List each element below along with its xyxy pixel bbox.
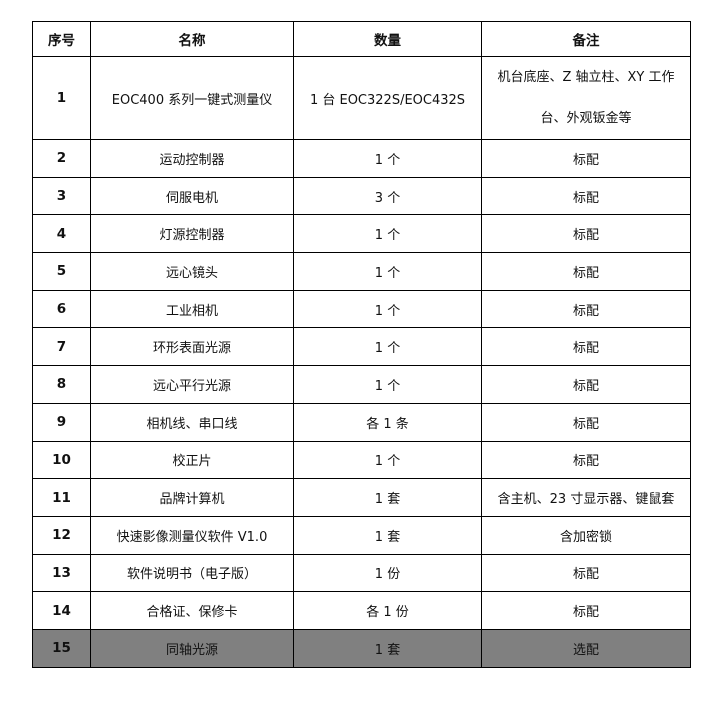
- cell-qty: 1 套: [293, 515, 482, 555]
- cell-name: 同轴光源: [90, 628, 294, 668]
- cell-qty: 各 1 份: [293, 591, 482, 630]
- header-qty: 数量: [293, 21, 482, 57]
- cell-no: 8: [32, 365, 91, 404]
- table-row: 6 工业相机 1 个标配: [32, 289, 691, 329]
- cell-qty: 1 个: [293, 365, 482, 404]
- cell-note: 机台底座、Z 轴立柱、XY 工作台、外观钣金等: [481, 56, 691, 140]
- cell-name: 远心平行光源: [90, 365, 294, 404]
- cell-qty: 1 台 EOC322S/EOC432S: [293, 56, 482, 140]
- cell-note: 含主机、23 寸显示器、键鼠套: [481, 478, 691, 517]
- cell-no: 7: [32, 327, 91, 367]
- cell-note: 标配: [481, 139, 691, 178]
- cell-qty: 1 套: [293, 478, 482, 517]
- cell-no: 13: [32, 553, 91, 593]
- cell-note: 标配: [481, 289, 691, 329]
- cell-no: 15: [32, 628, 91, 668]
- cell-note: 选配: [481, 628, 691, 668]
- cell-name: 校正片: [90, 440, 294, 480]
- table-row: 1 EOC400 系列一键式测量仪 1 台 EOC322S/EOC432S 机台底座、…: [32, 56, 691, 140]
- cell-no: 11: [32, 478, 91, 517]
- cell-name: EOC400 系列一键式测量仪: [90, 56, 294, 140]
- table-row: 3 伺服电机 3 个标配: [32, 176, 691, 216]
- cell-no: 3: [32, 176, 91, 216]
- cell-no: 10: [32, 440, 91, 480]
- cell-qty: 1 个: [293, 440, 482, 480]
- table-row: 5 远心镜头 1 个标配: [32, 252, 691, 291]
- cell-note: 标配: [481, 365, 691, 404]
- table-row: 10 校正片 1 个标配: [32, 440, 691, 480]
- cell-note: 标配: [481, 553, 691, 593]
- table-row: 7 环形表面光源 1 个标配: [32, 327, 691, 367]
- table-row: 14 合格证、保修卡各 1 份标配: [32, 591, 691, 630]
- cell-qty: 各 1 条: [293, 402, 482, 442]
- cell-no: 5: [32, 252, 91, 291]
- cell-note: 标配: [481, 252, 691, 291]
- cell-note: 含加密锁: [481, 515, 691, 555]
- cell-note: 标配: [481, 591, 691, 630]
- cell-no: 6: [32, 289, 91, 329]
- cell-qty: 1 个: [293, 214, 482, 254]
- cell-qty: 1 份: [293, 553, 482, 593]
- cell-note: 标配: [481, 440, 691, 480]
- cell-name: 品牌计算机: [90, 478, 294, 517]
- cell-name: 工业相机: [90, 289, 294, 329]
- cell-name: 快速影像测量仪软件 V1.0: [90, 515, 294, 555]
- table-row: 15 同轴光源 1 套选配: [32, 628, 691, 668]
- header-no: 序号: [32, 21, 91, 57]
- cell-qty: 1 套: [293, 628, 482, 668]
- cell-no: 1: [32, 56, 91, 140]
- cell-qty: 3 个: [293, 176, 482, 216]
- cell-name: 软件说明书（电子版）: [90, 553, 294, 593]
- table-row: 11 品牌计算机 1 套含主机、23 寸显示器、键鼠套: [32, 478, 691, 517]
- cell-name: 相机线、串口线: [90, 402, 294, 442]
- header-row: 序号 名称 数量 备注: [32, 21, 691, 57]
- table-row: 9 相机线、串口线各 1 条标配: [32, 402, 691, 442]
- table-row: 2 运动控制器 1 个标配: [32, 139, 691, 178]
- table-row: 8 远心平行光源 1 个标配: [32, 365, 691, 404]
- cell-note: 标配: [481, 402, 691, 442]
- cell-no: 12: [32, 515, 91, 555]
- cell-name: 环形表面光源: [90, 327, 294, 367]
- cell-name: 伺服电机: [90, 176, 294, 216]
- header-name: 名称: [90, 21, 294, 57]
- cell-note: 标配: [481, 214, 691, 254]
- cell-name: 运动控制器: [90, 139, 294, 178]
- table-row: 4 灯源控制器 1 个标配: [32, 214, 691, 254]
- cell-qty: 1 个: [293, 139, 482, 178]
- cell-note: 标配: [481, 176, 691, 216]
- table-row: 12 快速影像测量仪软件 V1.0 1 套含加密锁: [32, 515, 691, 555]
- cell-qty: 1 个: [293, 289, 482, 329]
- cell-no: 4: [32, 214, 91, 254]
- cell-qty: 1 个: [293, 327, 482, 367]
- cell-no: 2: [32, 139, 91, 178]
- cell-no: 14: [32, 591, 91, 630]
- cell-no: 9: [32, 402, 91, 442]
- cell-qty: 1 个: [293, 252, 482, 291]
- equipment-list-table: 序号 名称 数量 备注 1 EOC400 系列一键式测量仪 1 台 EOC322S/…: [32, 21, 691, 668]
- table-row: 13 软件说明书（电子版） 1 份标配: [32, 553, 691, 593]
- cell-name: 灯源控制器: [90, 214, 294, 254]
- cell-name: 远心镜头: [90, 252, 294, 291]
- cell-note: 标配: [481, 327, 691, 367]
- cell-name: 合格证、保修卡: [90, 591, 294, 630]
- header-note: 备注: [481, 21, 691, 57]
